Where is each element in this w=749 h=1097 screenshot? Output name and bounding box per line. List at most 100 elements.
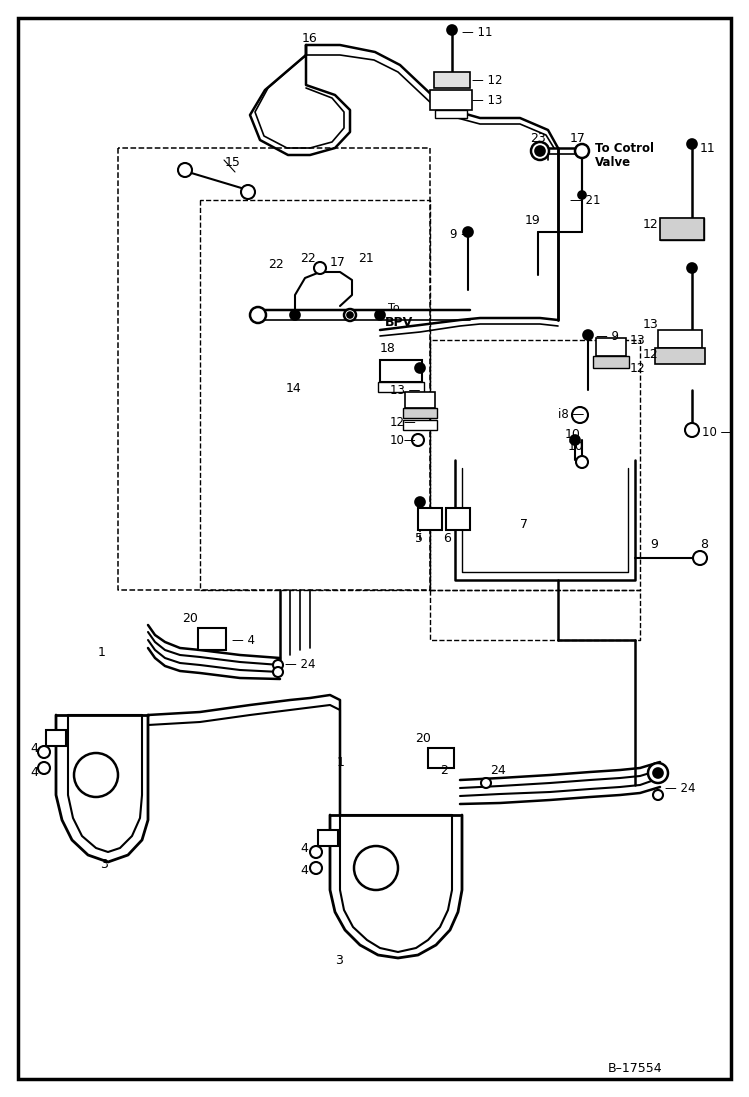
Circle shape [535,146,545,156]
Text: 22: 22 [300,251,316,264]
Text: 13 —: 13 — [390,384,420,396]
Text: 1: 1 [337,757,345,769]
Bar [418,508,442,530]
Bar [430,90,472,110]
Bar [198,627,226,651]
Circle shape [463,227,473,237]
Circle shape [250,307,266,323]
Circle shape [354,846,398,890]
Text: — 24: — 24 [665,781,696,794]
Circle shape [273,660,283,670]
Text: 24: 24 [490,764,506,777]
Circle shape [481,778,491,788]
Bar [378,382,424,392]
Text: i8 —: i8 — [558,408,584,421]
Circle shape [241,185,255,199]
Bar [660,218,704,240]
Text: To: To [388,303,400,313]
Bar [403,420,437,430]
Text: 21: 21 [358,251,374,264]
Circle shape [648,764,668,783]
Text: 20: 20 [182,611,198,624]
Circle shape [375,310,385,320]
Circle shape [273,667,283,677]
Text: 13: 13 [630,333,646,347]
Circle shape [314,262,326,274]
Circle shape [178,163,192,177]
Text: — 13: — 13 [472,93,503,106]
Text: — 24: — 24 [285,658,315,671]
Text: 18: 18 [380,341,396,354]
Text: BPV: BPV [385,316,413,328]
Text: 19: 19 [525,214,541,226]
Text: — 9: — 9 [596,329,619,342]
Text: 4: 4 [30,742,38,755]
Circle shape [344,309,356,321]
Circle shape [347,312,353,318]
Circle shape [38,762,50,774]
Bar [46,730,66,746]
Text: 12: 12 [630,362,646,374]
Text: 12: 12 [642,349,658,362]
Circle shape [575,144,589,158]
Text: 4: 4 [300,841,308,855]
Circle shape [310,862,322,874]
Text: 7: 7 [520,519,528,532]
Circle shape [447,25,457,35]
Text: 1: 1 [98,645,106,658]
Text: 14: 14 [286,382,302,395]
Text: 9 —: 9 — [450,228,473,241]
Text: To Cotrol: To Cotrol [595,142,654,155]
Text: 5: 5 [415,532,423,544]
Bar [435,110,467,118]
Circle shape [310,846,322,858]
Text: 4: 4 [30,766,38,779]
Text: 16: 16 [302,32,318,45]
Text: 12—: 12— [390,416,416,429]
Text: 17: 17 [330,256,346,269]
Text: — 21: — 21 [570,193,601,206]
Text: 10: 10 [565,429,581,441]
Bar [434,72,470,88]
Circle shape [653,768,663,778]
Bar [403,408,437,418]
Circle shape [685,423,699,437]
Text: 11: 11 [700,142,716,155]
Text: 9: 9 [650,539,658,552]
Circle shape [290,310,300,320]
Bar [655,348,705,364]
Text: 10: 10 [568,441,584,453]
Circle shape [570,436,580,445]
Circle shape [578,191,586,199]
Circle shape [572,407,588,423]
Text: 20: 20 [415,732,431,745]
Text: 22: 22 [268,259,284,271]
Bar [318,830,338,846]
Circle shape [583,330,593,340]
Bar [405,392,435,408]
Bar [596,338,626,357]
Text: 8: 8 [700,539,708,552]
Circle shape [576,456,588,468]
Bar [380,360,422,382]
Bar [658,330,702,348]
Text: — 12: — 12 [472,73,503,87]
Bar [446,508,470,530]
Text: 15: 15 [225,156,241,169]
Text: 6: 6 [443,532,451,544]
Bar [593,357,629,367]
Circle shape [74,753,118,798]
Text: 3: 3 [100,859,108,871]
Text: 3: 3 [335,953,343,966]
Text: 23: 23 [530,132,546,145]
Text: 4: 4 [300,863,308,877]
Text: 12: 12 [642,218,658,231]
Circle shape [693,551,707,565]
Circle shape [415,363,425,373]
Text: — 4: — 4 [232,633,255,646]
Text: — 11: — 11 [462,25,493,38]
Text: 10 —: 10 — [702,426,733,439]
Circle shape [653,790,663,800]
Text: Valve: Valve [595,156,631,169]
Text: 17: 17 [570,132,586,145]
